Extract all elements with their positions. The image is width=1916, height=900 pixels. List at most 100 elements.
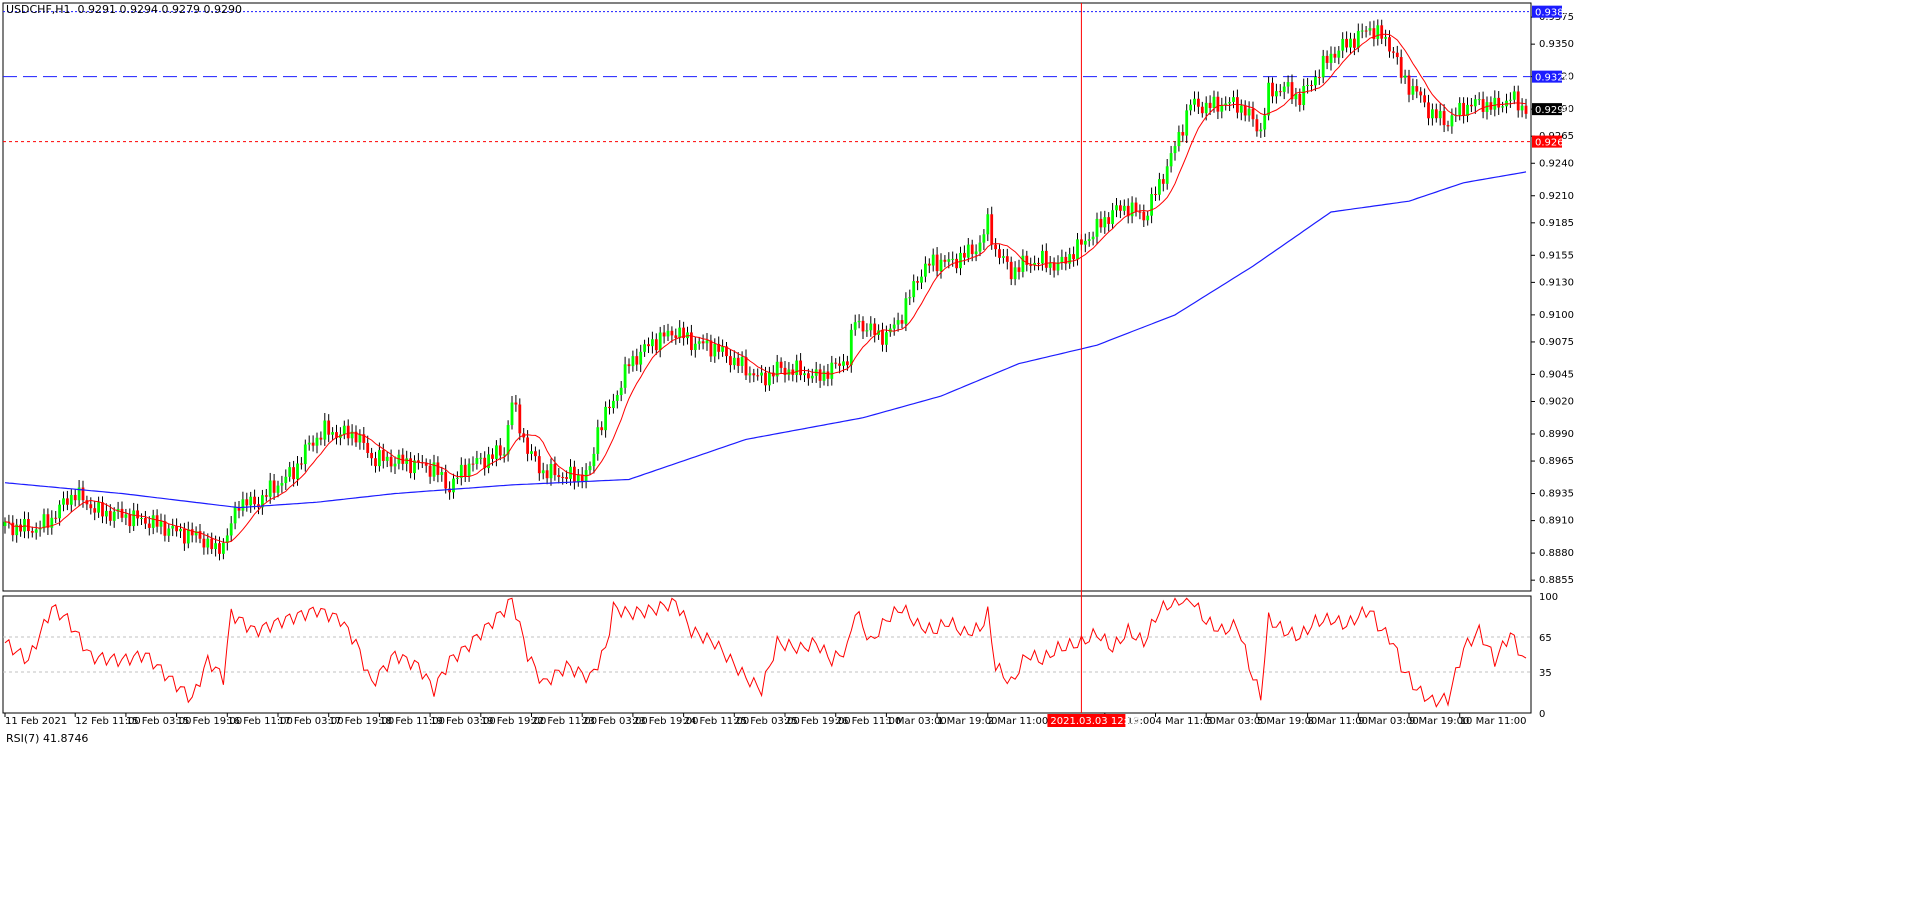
candle-body [592, 453, 596, 467]
candle-body [46, 514, 50, 528]
candle-body [978, 242, 982, 252]
candle-body [1126, 205, 1130, 217]
candle-body [885, 332, 888, 345]
candle-body [413, 460, 416, 474]
candle-body [748, 373, 752, 376]
candle-body [1173, 146, 1177, 154]
candle-body [951, 258, 955, 260]
time-tick-label: 9 Mar 19:00 [1409, 716, 1469, 727]
candle-body [1372, 28, 1376, 39]
candle-body [1395, 52, 1399, 58]
candle-body [350, 431, 354, 439]
candle-body [1041, 250, 1044, 264]
level-price-label: 0.9260 [1535, 138, 1570, 149]
candle-body [23, 519, 26, 532]
candle-body [553, 463, 557, 476]
candle-body [526, 437, 529, 454]
price-tick-label: 0.8935 [1539, 489, 1574, 500]
candle-body [233, 507, 237, 524]
candle-body [120, 508, 124, 518]
candle-body [783, 367, 787, 375]
candle-body [935, 254, 939, 272]
time-tick-label: 10 Mar 11:00 [1460, 716, 1527, 727]
candle-body [424, 463, 428, 466]
candle-body [1060, 256, 1064, 263]
candle-body [1130, 202, 1134, 217]
candle-body [1048, 262, 1052, 268]
candle-body [1154, 194, 1157, 196]
candle-body [690, 332, 693, 351]
candle-body [959, 252, 962, 269]
candle-body [62, 498, 65, 505]
candle-body [479, 457, 483, 459]
candle-body [296, 463, 299, 480]
candle-body [1052, 262, 1056, 271]
symbol-info: USDCHF,H1 0.9291 0.9294 0.9279 0.9290 [6, 3, 242, 16]
candle-body [818, 369, 822, 381]
candle-body [1473, 99, 1477, 107]
candle-body [709, 340, 713, 357]
candle-body [857, 320, 861, 323]
candle-body [658, 332, 662, 351]
candle-body [222, 542, 225, 554]
candle-body [241, 499, 245, 511]
candle-body [1298, 93, 1302, 106]
candle-body [253, 496, 256, 505]
time-tick-label: 5 Mar 19:00 [1257, 716, 1317, 727]
rsi-tick-label: 65 [1539, 633, 1552, 644]
candle-body [1185, 110, 1189, 136]
candle-body [561, 477, 565, 479]
candle-body [1146, 215, 1150, 221]
price-tick-label: 0.9020 [1539, 396, 1574, 407]
candle-body [1189, 104, 1192, 111]
candle-body [725, 346, 728, 357]
candle-body [729, 356, 732, 366]
candle-body [323, 420, 327, 440]
candle-body [1321, 55, 1325, 78]
candle-body [900, 320, 904, 324]
candle-body [1111, 210, 1114, 224]
candle-body [1325, 55, 1329, 63]
candle-body [1228, 101, 1231, 104]
candle-body [1376, 25, 1380, 39]
candle-body [994, 244, 997, 250]
time-tick-label: 9 Mar 03:00 [1358, 716, 1418, 727]
candle-body [475, 458, 479, 464]
candle-body [861, 320, 865, 332]
candle-body [202, 538, 206, 548]
candle-body [300, 463, 303, 465]
candle-body [342, 425, 346, 435]
time-tick-label: 1 Mar 19:00 [937, 716, 997, 727]
candle-body [1181, 132, 1185, 136]
candle-body [112, 511, 116, 521]
candle-body [849, 329, 853, 366]
candle-body [147, 523, 151, 528]
candle-body [795, 360, 799, 375]
candle-body [604, 406, 607, 431]
candle-body [1142, 211, 1146, 221]
time-tick-label: 8 Mar 11:00 [1308, 716, 1368, 727]
candle-body [167, 528, 171, 536]
candle-body [1333, 53, 1337, 58]
candle-body [1087, 239, 1091, 241]
time-tick-label: 17 Feb 03:00 [278, 716, 344, 727]
candle-body [654, 339, 658, 351]
candle-body [50, 517, 54, 528]
candle-body [580, 474, 584, 482]
candle-body [771, 372, 775, 377]
candle-body [1029, 264, 1033, 266]
candle-body [58, 504, 61, 519]
candle-body [1458, 102, 1462, 115]
candle-body [409, 458, 412, 474]
candle-body [1509, 99, 1512, 101]
level-price-label: 0.9380 [1535, 8, 1570, 19]
candle-body [670, 330, 674, 336]
time-tick-label: 25 Feb 19:00 [785, 716, 851, 727]
candle-body [456, 477, 459, 479]
candle-body [1407, 75, 1411, 95]
candle-body [183, 528, 186, 544]
candle-body [842, 361, 845, 366]
candle-body [1501, 106, 1504, 108]
candle-body [1119, 205, 1122, 211]
